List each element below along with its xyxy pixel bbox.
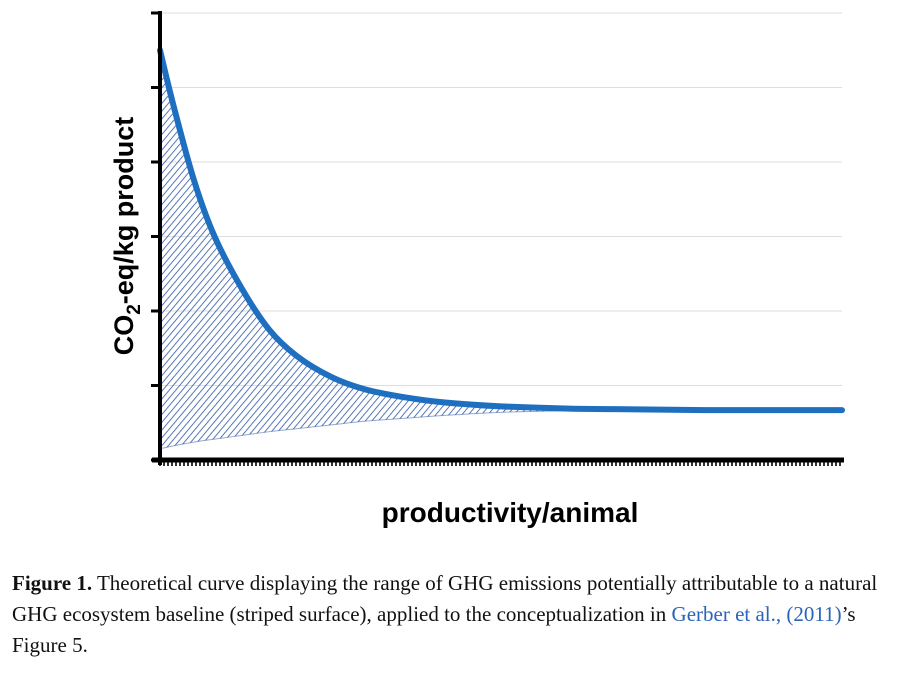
- caption-citation-link[interactable]: Gerber et al., (2011): [671, 602, 842, 626]
- caption-text: Theoretical curve displaying the range o…: [12, 571, 878, 626]
- gridlines: [160, 12, 842, 386]
- caption-label: Figure 1.: [12, 571, 93, 595]
- chart: CO2-eq/kg product productivity/animal: [109, 11, 845, 528]
- caption-text-end: ’s Figure 5.: [12, 602, 856, 657]
- baseline-hatched-area: [160, 50, 842, 449]
- axes: [151, 11, 844, 466]
- x-axis-title: productivity/animal: [382, 497, 639, 528]
- figure-caption: Figure 1. Theoretical curve displaying t…: [12, 568, 892, 661]
- y-axis-title: CO2-eq/kg product: [109, 117, 145, 356]
- emissions-curve: [157, 47, 845, 414]
